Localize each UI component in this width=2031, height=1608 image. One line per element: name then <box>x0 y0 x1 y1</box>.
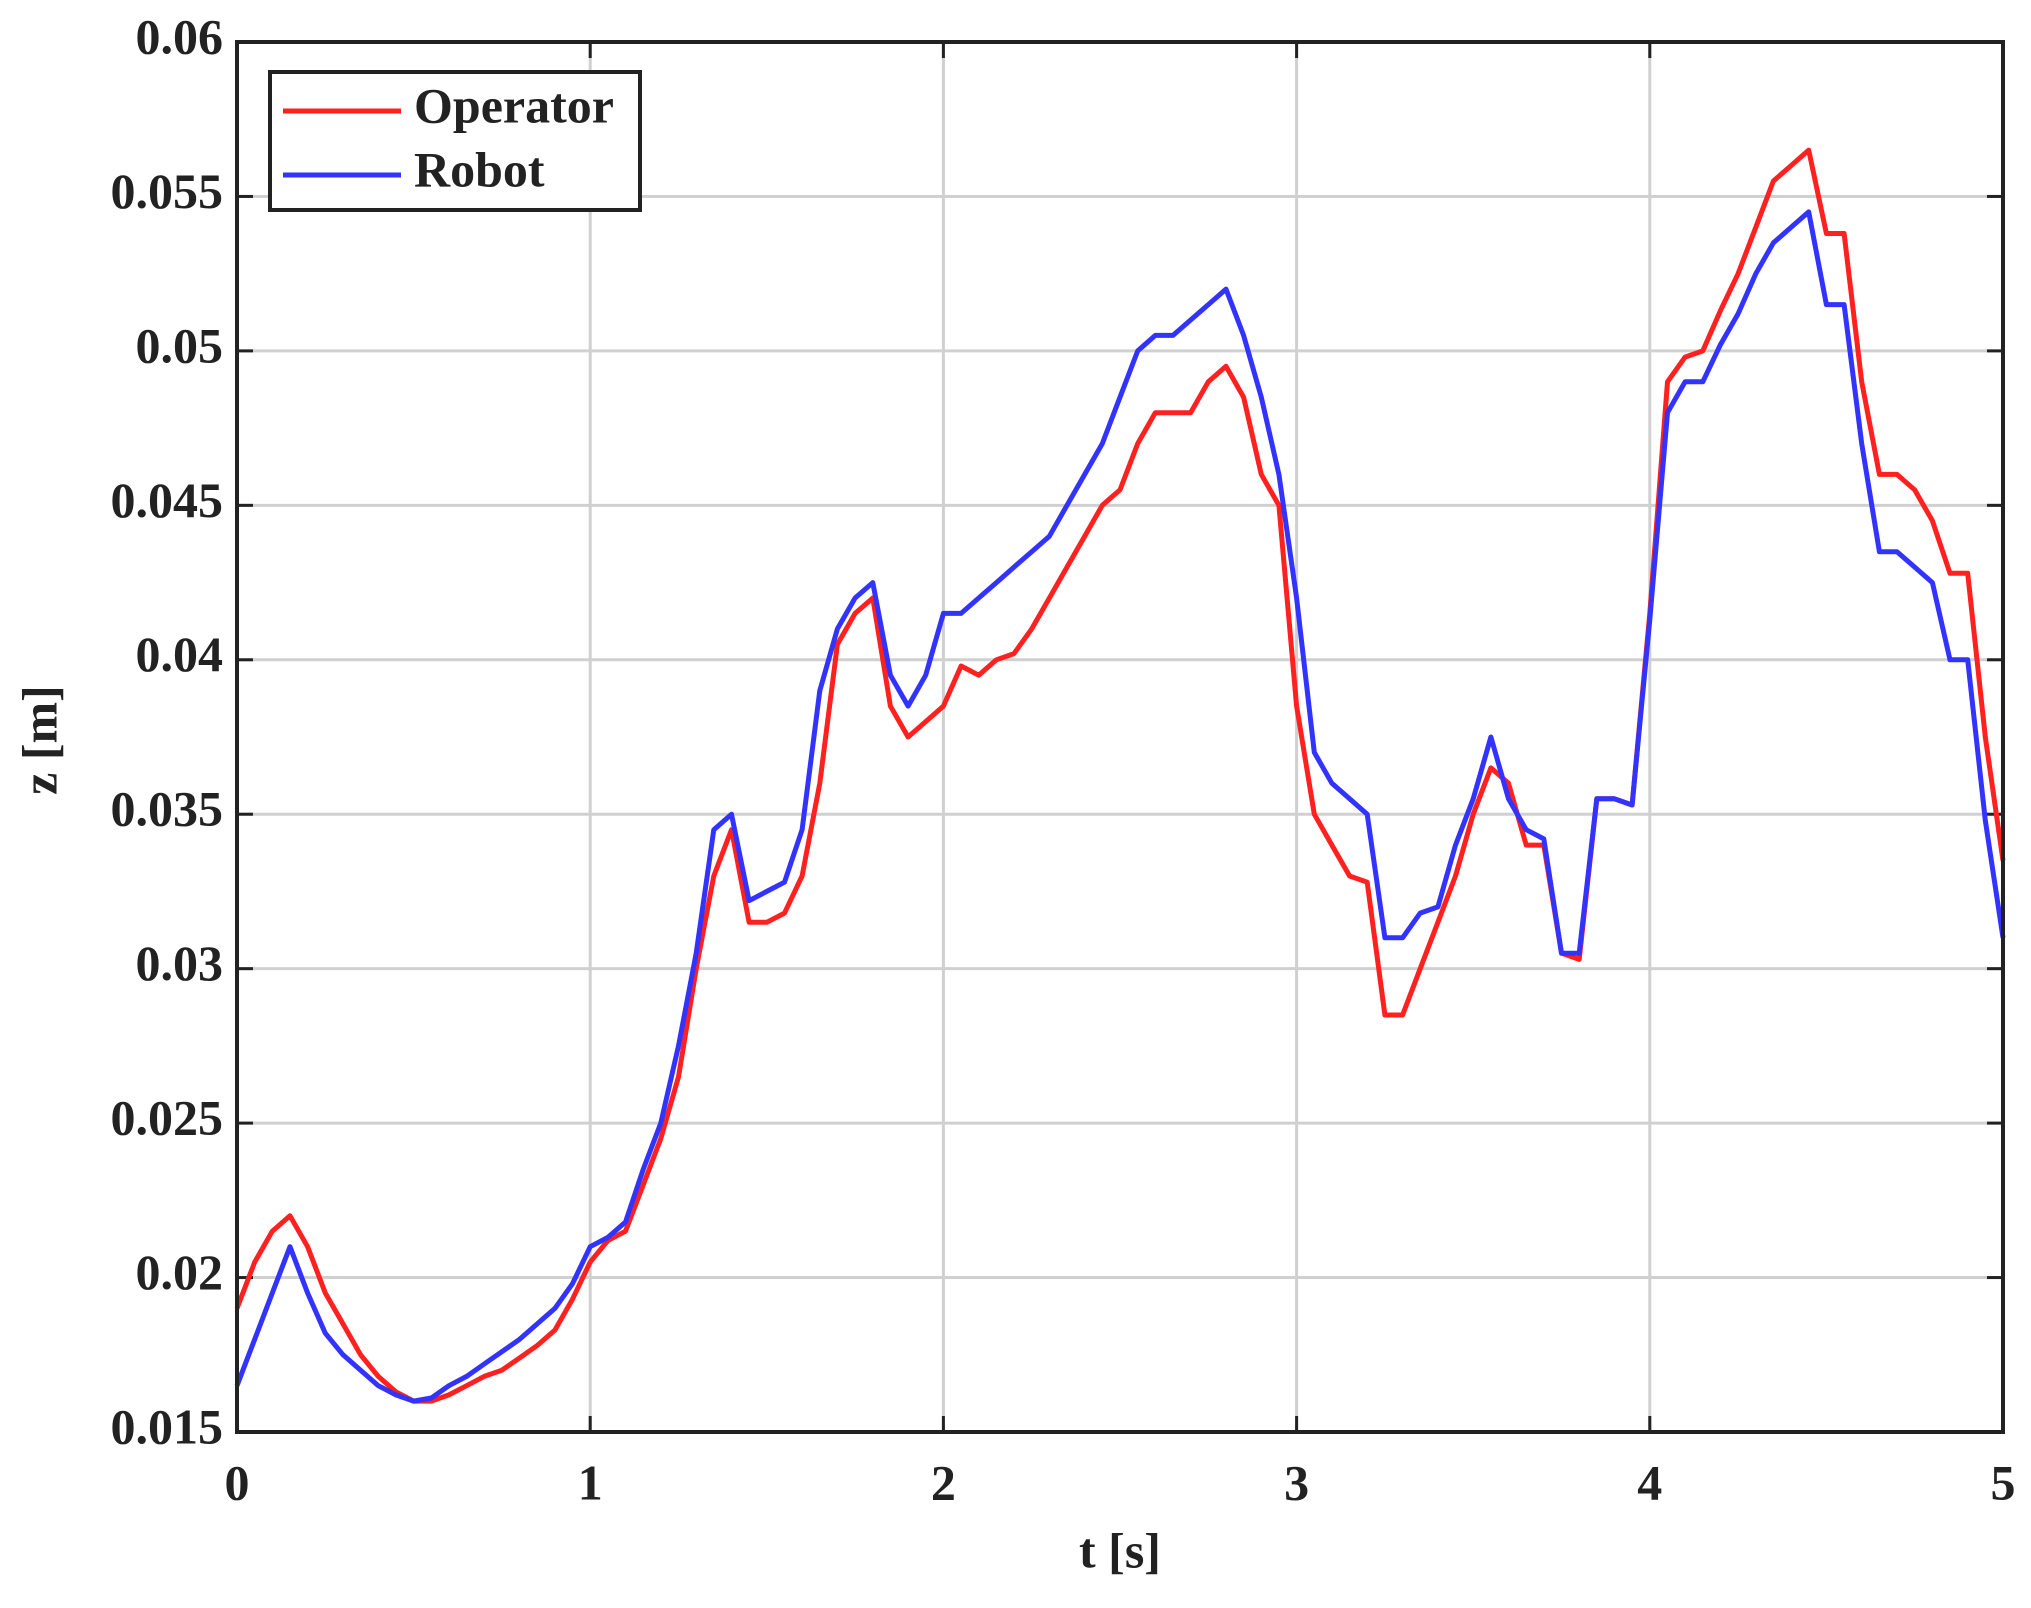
y-tick-label: 0.035 <box>111 781 224 837</box>
x-tick-label: 2 <box>931 1454 956 1510</box>
legend-label: Operator <box>414 77 614 133</box>
x-tick-label: 3 <box>1284 1454 1309 1510</box>
y-tick-label: 0.02 <box>136 1244 224 1300</box>
y-tick-label: 0.06 <box>136 8 224 64</box>
x-tick-label: 4 <box>1637 1454 1662 1510</box>
y-tick-label: 0.015 <box>111 1398 224 1454</box>
y-tick-label: 0.04 <box>136 626 224 682</box>
y-tick-label: 0.055 <box>111 163 224 219</box>
x-tick-label: 5 <box>1991 1454 2016 1510</box>
series-line <box>234 209 2006 1404</box>
y-tick-label: 0.025 <box>111 1090 224 1146</box>
y-tick-label: 0.05 <box>136 317 224 373</box>
legend-label: Robot <box>414 141 545 197</box>
y-tick-label: 0.045 <box>111 472 224 528</box>
series-line <box>234 147 2006 1404</box>
y-tick-label: 0.03 <box>136 935 224 991</box>
y-axis-label: z [m] <box>11 685 67 795</box>
x-axis-label: t [s] <box>1079 1522 1161 1578</box>
plot-frame <box>235 40 2005 1434</box>
x-tick-label: 0 <box>225 1454 250 1510</box>
legend-box <box>268 70 642 212</box>
x-tick-label: 1 <box>578 1454 603 1510</box>
